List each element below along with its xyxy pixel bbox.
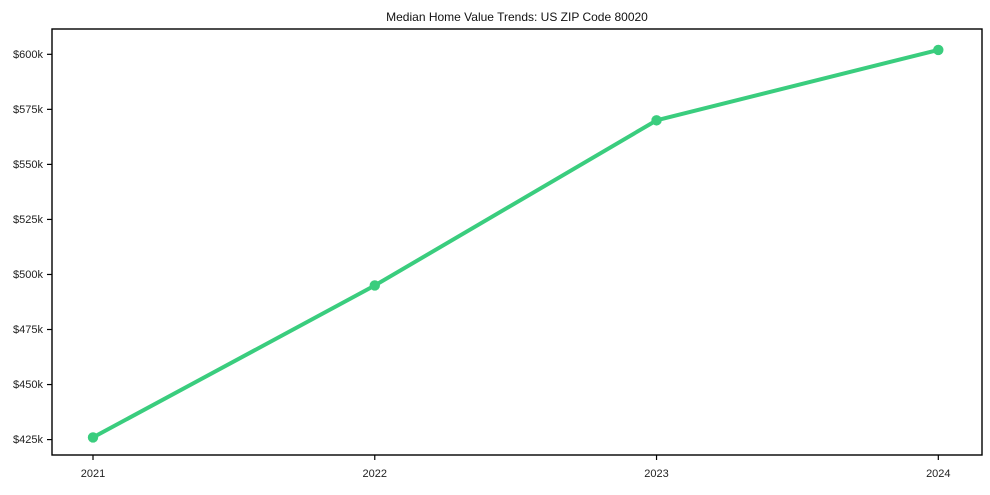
y-axis-tick-label: $475k <box>13 324 43 336</box>
y-axis-tick-label: $425k <box>13 434 43 446</box>
x-axis-tick-label: 2024 <box>926 468 950 480</box>
data-point-marker <box>933 44 944 56</box>
y-axis-tick-label: $575k <box>13 104 43 116</box>
x-axis-tick-label: 2022 <box>363 468 387 480</box>
y-axis-tick-label: $600k <box>13 49 43 61</box>
y-axis: $425k $450k $475k $500k $525k $550k $575k $600k <box>13 49 52 446</box>
chart-title: Median Home Value Trends: US ZIP Code 80… <box>386 10 648 24</box>
y-axis-tick-label: $550k <box>13 159 43 171</box>
y-axis-tick-label: $450k <box>13 379 43 391</box>
y-axis-tick-label: $500k <box>13 269 43 281</box>
y-axis-tick-label: $525k <box>13 214 43 226</box>
x-axis-tick-label: 2023 <box>644 468 668 480</box>
data-point-marker <box>369 280 380 291</box>
data-point-marker <box>651 115 662 126</box>
plot-border <box>51 28 983 456</box>
x-axis: 2021 2022 2023 2024 <box>81 455 951 480</box>
data-point-marker <box>87 432 99 443</box>
trend-line <box>91 47 941 440</box>
trend-line-series <box>87 44 944 443</box>
x-axis-tick-label: 2021 <box>81 468 105 480</box>
